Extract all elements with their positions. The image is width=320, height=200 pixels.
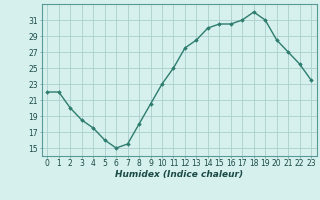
X-axis label: Humidex (Indice chaleur): Humidex (Indice chaleur) <box>115 170 243 179</box>
